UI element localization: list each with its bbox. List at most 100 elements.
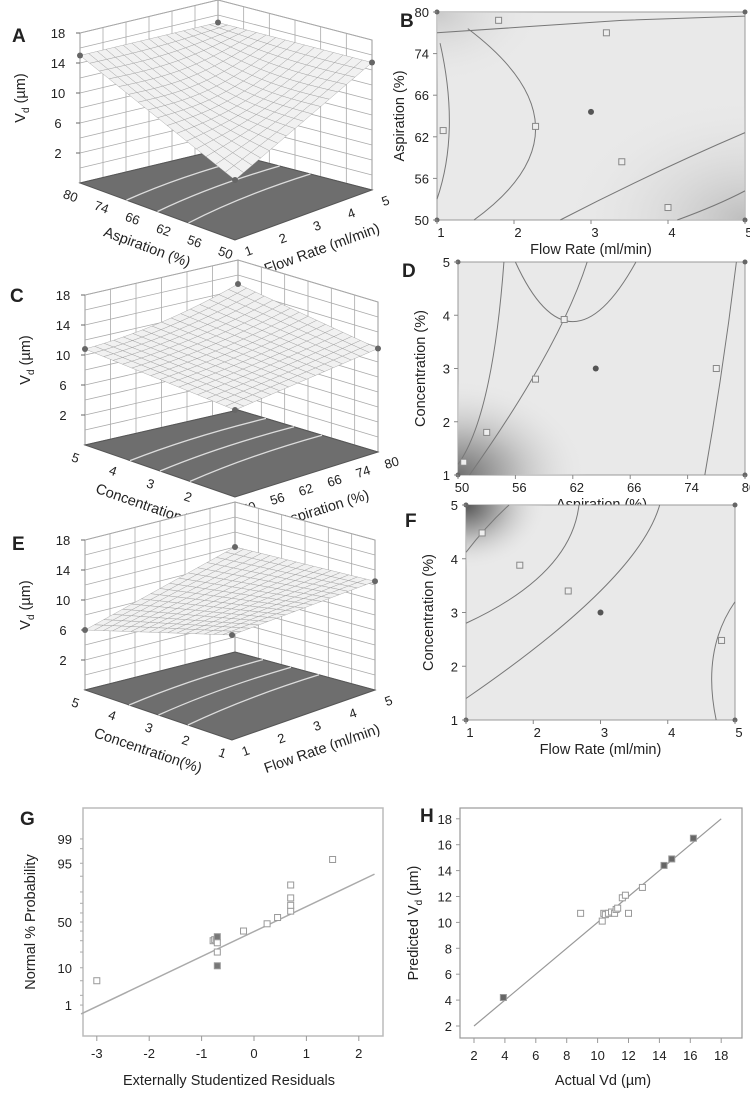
y-tick-label: 66 [415,88,429,103]
data-point [213,939,221,947]
design-point [77,52,83,59]
y-tick-label: 16 [438,838,452,853]
x-tick-label: 3 [601,725,608,740]
x-tick-label: 56 [512,480,526,495]
data-point [621,891,629,899]
y-tick-label: 1 [451,713,458,728]
contour-line [711,601,736,721]
right-axis-tick-label: 2 [277,230,289,247]
left-axis-tick-label: 2 [182,488,194,505]
left-axis-tick-label: 3 [145,475,157,492]
x-axis-title: Flow Rate (ml/min) [540,742,662,758]
z-tick-label: 2 [54,146,61,161]
corner-point [742,259,748,265]
x-axis-title: Externally Studentized Residuals [123,1073,335,1089]
right-axis-tick-label: 66 [325,471,343,490]
contour-label-box [531,375,539,383]
data-point [93,977,101,985]
contour-label-box [664,204,672,212]
surface-plot-E [81,501,378,741]
z-tick-label: 6 [59,378,66,393]
left-axis-tick-label: 56 [185,232,204,251]
label-unit: (µm) [18,580,34,614]
label-main: Predicted V [406,905,422,980]
surface-plot-C [81,259,381,498]
contour-label-box [564,587,572,595]
panel-letter: B [400,11,414,32]
floor-contour-plane [83,651,377,741]
surface-plot-A [76,0,375,241]
contour-label-box [439,127,447,135]
label-subscript: d [26,614,37,620]
data-point [213,933,221,941]
y-tick-label: 3 [451,606,458,621]
contour-line [704,261,737,476]
y-tick-label: 12 [438,890,452,905]
data-point [263,920,271,928]
contour-label-box [495,16,503,24]
x-tick-label: 4 [501,1048,508,1063]
contour-label-box [478,529,486,537]
fit-line [473,818,722,1027]
y-tick-label: 6 [445,967,452,982]
data-point [638,883,646,891]
y-tick-label: 10 [438,915,452,930]
z-tick-label: 6 [54,116,61,131]
y-tick-label: 2 [445,1019,452,1034]
x-tick-label: 14 [652,1048,666,1063]
normal-probability-plot [80,807,384,1041]
contour-label-box [483,428,491,436]
z-axis-title: Vd (µm) [13,73,32,122]
floor-contour-line [157,165,280,213]
floor-contour-line [128,658,264,706]
z-tick-label: 10 [51,86,65,101]
design-point [229,632,235,638]
x-tick-label: 4 [668,725,675,740]
z-tick-label: 10 [56,348,70,363]
y-tick-label: 5 [451,498,458,513]
panel-letter: D [402,261,416,282]
design-point [82,346,88,352]
x-tick-label: 74 [684,480,698,495]
left-axis-tick-label: 74 [92,198,111,217]
y-tick-label: 4 [445,993,452,1008]
label-main: V [13,113,29,123]
left-axis-tick-label: 62 [154,220,173,239]
fit-line [80,873,375,1015]
z-tick-label: 14 [56,318,70,333]
data-point [240,927,248,935]
shading-gradient [437,12,745,220]
y-tick-label: 2 [443,415,450,430]
floor-contour-line [189,434,323,482]
design-point [375,345,381,352]
left-axis-tick-label: 4 [106,707,118,724]
contour-line [469,261,588,476]
left-axis-tick-label: 50 [216,243,235,262]
data-point [625,909,632,917]
data-point [213,962,221,970]
data-point [274,914,282,922]
x-tick-label: 1 [466,725,473,740]
x-tick-label: 6 [532,1048,539,1063]
z-tick-label: 18 [56,288,70,303]
x-tick-label: -2 [143,1046,155,1061]
center-point [597,609,604,616]
data-point [499,994,507,1002]
left-axis-tick-label: 4 [107,462,119,479]
left-axis-title: Aspiration (%) [101,225,192,271]
y-tick-label: 99 [58,832,72,847]
design-point [232,177,238,183]
z-tick-label: 2 [59,408,66,423]
right-axis-tick-label: 62 [297,480,315,499]
x-tick-label: 62 [570,480,584,495]
x-tick-label: 16 [683,1048,697,1063]
surface-mesh-cell [224,165,244,181]
data-point [287,901,295,909]
data-point [329,855,337,863]
y-tick-label: 50 [58,915,72,930]
x-tick-label: 10 [590,1048,604,1063]
z-tick-label: 10 [56,593,70,608]
contour-line [677,190,746,221]
y-tick-label: 3 [443,362,450,377]
data-point [614,904,622,912]
